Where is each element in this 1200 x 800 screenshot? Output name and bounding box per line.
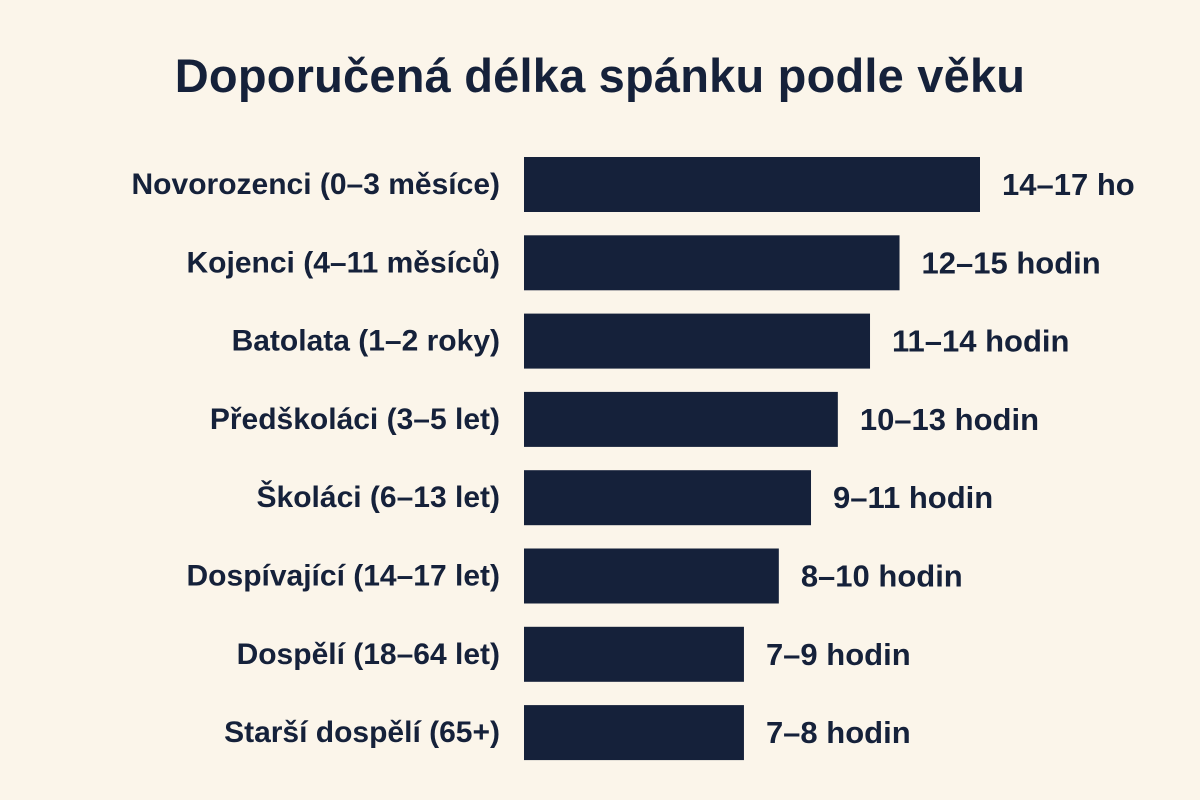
bar-2 — [524, 235, 900, 291]
value-label-7: 7–9 hodin — [766, 637, 911, 672]
value-label-3: 11–14 hodin — [892, 324, 1069, 359]
category-label-1: Novorozenci (0–3 měsíce) — [132, 168, 500, 201]
category-label-4: Předškoláci (3–5 let) — [210, 403, 500, 436]
bar-3 — [524, 313, 871, 369]
bar-1 — [524, 157, 980, 212]
bar-4 — [524, 391, 838, 447]
value-label-6: 8–10 hodin — [801, 559, 963, 594]
value-label-4: 10–13 hodin — [860, 402, 1039, 437]
bar-5 — [524, 470, 812, 526]
bar-8 — [524, 705, 744, 761]
category-label-5: Školáci (6–13 let) — [257, 480, 500, 514]
chart-title: Doporučená délka spánku podle věku — [174, 49, 1026, 102]
category-label-7: Dospělí (18–64 let) — [237, 638, 500, 671]
value-label-5: 9–11 hodin — [833, 480, 993, 515]
bar-7 — [524, 626, 744, 682]
category-label-2: Kojenci (4–11 měsíců) — [187, 246, 500, 279]
category-label-3: Batolata (1–2 roky) — [232, 325, 500, 358]
category-label-8: Starší dospělí (65+) — [224, 716, 500, 749]
bar-6 — [524, 548, 779, 604]
value-label-8: 7–8 hodin — [766, 715, 911, 750]
value-label-2: 12–15 hodin — [922, 245, 1101, 280]
value-label-1: 14–17 ho — [1002, 167, 1135, 202]
category-label-6: Dospívající (14–17 let) — [187, 560, 500, 593]
